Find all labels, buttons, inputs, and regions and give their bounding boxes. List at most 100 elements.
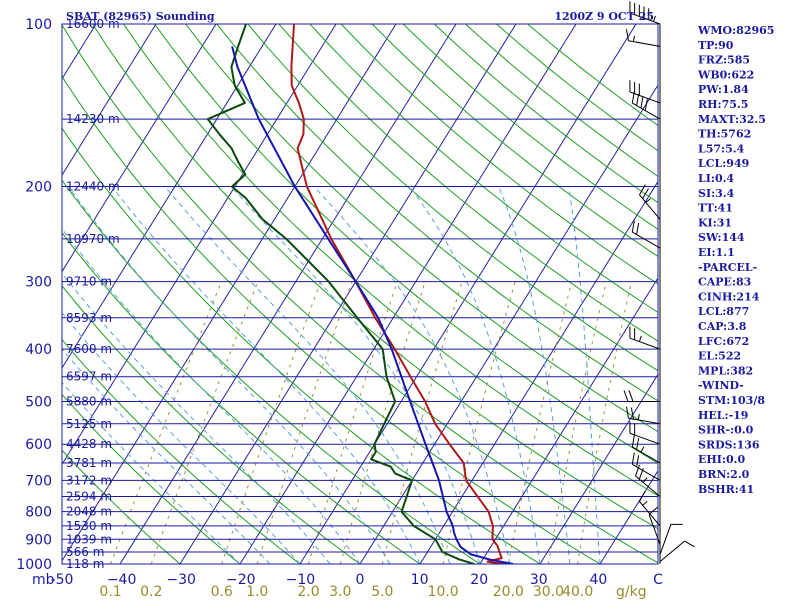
sounding-index: CAPE:83	[698, 276, 751, 289]
sounding-index: SI:3.4	[698, 187, 735, 200]
height-level-label: 10970 m	[66, 232, 120, 246]
pressure-tick-label: 100	[25, 17, 52, 33]
moist-adiabat-line	[111, 186, 421, 564]
height-level-label: 3172 m	[66, 473, 112, 487]
height-level-label: 5880 m	[66, 394, 112, 408]
wind-barb	[648, 506, 661, 545]
temperature-tick-label: 30	[530, 572, 548, 588]
height-level-label: 2594 m	[66, 490, 112, 504]
wind-barb	[631, 91, 661, 120]
height-level-label: 16600 m	[66, 17, 120, 31]
sounding-index: CINH:214	[698, 290, 760, 303]
sounding-index: MAXT:32.5	[698, 113, 766, 126]
temperature-tick-label: 0	[356, 572, 365, 588]
height-level-label: 118 m	[66, 557, 104, 571]
mixing-ratio-label: 10.0	[428, 584, 459, 600]
height-level-label: 5125 m	[66, 417, 112, 431]
height-level-label: 8593 m	[66, 311, 112, 325]
isotherm-line	[599, 469, 658, 564]
height-level-label: 7600 m	[66, 342, 112, 356]
pressure-tick-label: 800	[25, 505, 52, 521]
temperature-tick-label: −10	[286, 572, 316, 588]
moist-adiabat-line	[164, 186, 451, 564]
height-level-label: 9710 m	[66, 275, 112, 289]
mixing-ratio-label: 0.1	[99, 584, 121, 600]
pressure-tick-label: 900	[25, 532, 52, 548]
sounding-index: WMO:82965	[697, 24, 774, 37]
sounding-index: EI:1.1	[698, 246, 735, 259]
isotherm-line	[179, 24, 517, 564]
moist-adiabat-line	[62, 381, 241, 564]
height-level-label: 3781 m	[66, 456, 112, 470]
moist-adiabat-line	[67, 186, 391, 564]
profile-lines	[206, 24, 514, 564]
height-level-label: 6597 m	[66, 370, 112, 384]
chart-time: 1200Z 9 OCT 25	[554, 10, 654, 23]
wind-barb	[629, 421, 661, 445]
wind-barb	[625, 29, 661, 47]
wind-barb	[629, 326, 661, 350]
sounding-index: LI:0.4	[698, 172, 734, 185]
temperature-line	[290, 24, 505, 564]
height-level-label: 1530 m	[66, 519, 112, 533]
mixing-ratio-unit: g/kg	[616, 584, 647, 600]
wind-barb	[631, 220, 661, 249]
wind-barb	[625, 406, 661, 425]
wind-barb	[638, 184, 661, 220]
sounding-index: BSHR:41	[698, 483, 754, 496]
plot-frame	[61, 23, 659, 565]
wind-barb	[631, 435, 661, 464]
sounding-index: SW:144	[698, 231, 745, 244]
height-labels: 16600 m 14230 m 12440 m 10970 m 9710 m 8593 m…	[66, 17, 120, 571]
sounding-index: TH:5762	[698, 128, 751, 141]
wind-barb	[659, 523, 683, 555]
wind-barb	[629, 1, 661, 25]
moist-adiabat-line	[62, 348, 271, 564]
sounding-index: FRZ:585	[698, 54, 750, 67]
temperature-tick-labels: -50 −40 −30 −20 −10 0 10 20 30 40 C	[51, 572, 664, 588]
sounding-index: SHR-:0.0	[698, 424, 754, 437]
isotherm-line	[62, 24, 397, 562]
axis-unit-label: mb	[32, 572, 55, 588]
height-level-label: 12440 m	[66, 180, 120, 194]
mixing-ratio-label: 30.0	[533, 584, 564, 600]
sounding-index: WB0:622	[697, 68, 754, 81]
pressure-tick-label: 500	[25, 394, 52, 410]
isotherm-line	[419, 180, 658, 564]
sounding-index: HEL:-19	[698, 409, 748, 422]
mixing-ratio-label: 0.6	[211, 584, 233, 600]
pressure-tick-label: 700	[25, 473, 52, 489]
height-level-label: 4428 m	[66, 437, 112, 451]
isotherm-line	[359, 84, 658, 564]
pressure-ticks: 100 200 300 400 500 600 700 800 900 1000	[16, 17, 52, 573]
sounding-index: BRN:2.0	[698, 468, 750, 481]
height-level-label: 1039 m	[66, 532, 112, 546]
temperature-tick-label: 40	[589, 572, 607, 588]
isotherm-line	[539, 373, 658, 564]
mixing-ratio-label: 3.0	[329, 584, 351, 600]
sounding-index: LCL:949	[698, 157, 749, 170]
wind-barb	[623, 390, 660, 402]
sounding-index: CAP:3.8	[698, 320, 747, 333]
mixing-ratio-label: 2.0	[297, 584, 319, 600]
pressure-tick-label: 1000	[16, 557, 52, 573]
mixing-ratio-label: 20.0	[493, 584, 524, 600]
wind-barb	[659, 540, 695, 563]
temperature-tick-label: -50	[51, 572, 74, 588]
temperature-tick-label: 10	[411, 572, 429, 588]
mixing-ratio-line	[577, 281, 632, 564]
wind-barb	[631, 452, 661, 481]
mixing-ratio-line	[547, 281, 607, 564]
moist-adiabat-line	[62, 312, 301, 564]
mixing-ratio-label: 40.0	[562, 584, 593, 600]
isotherm-line	[62, 24, 337, 466]
sounding-index: SRDS:136	[698, 438, 760, 451]
mixing-ratio-labels: 0.1 0.2 0.6 1.0 2.0 3.0 5.0 10.0 20.0 30.040.0	[99, 584, 593, 600]
sounding-index: -PARCEL-	[698, 261, 757, 274]
wind-barb	[635, 464, 661, 497]
isotherm-line	[119, 24, 457, 564]
sounding-index: PW:1.84	[698, 83, 749, 96]
